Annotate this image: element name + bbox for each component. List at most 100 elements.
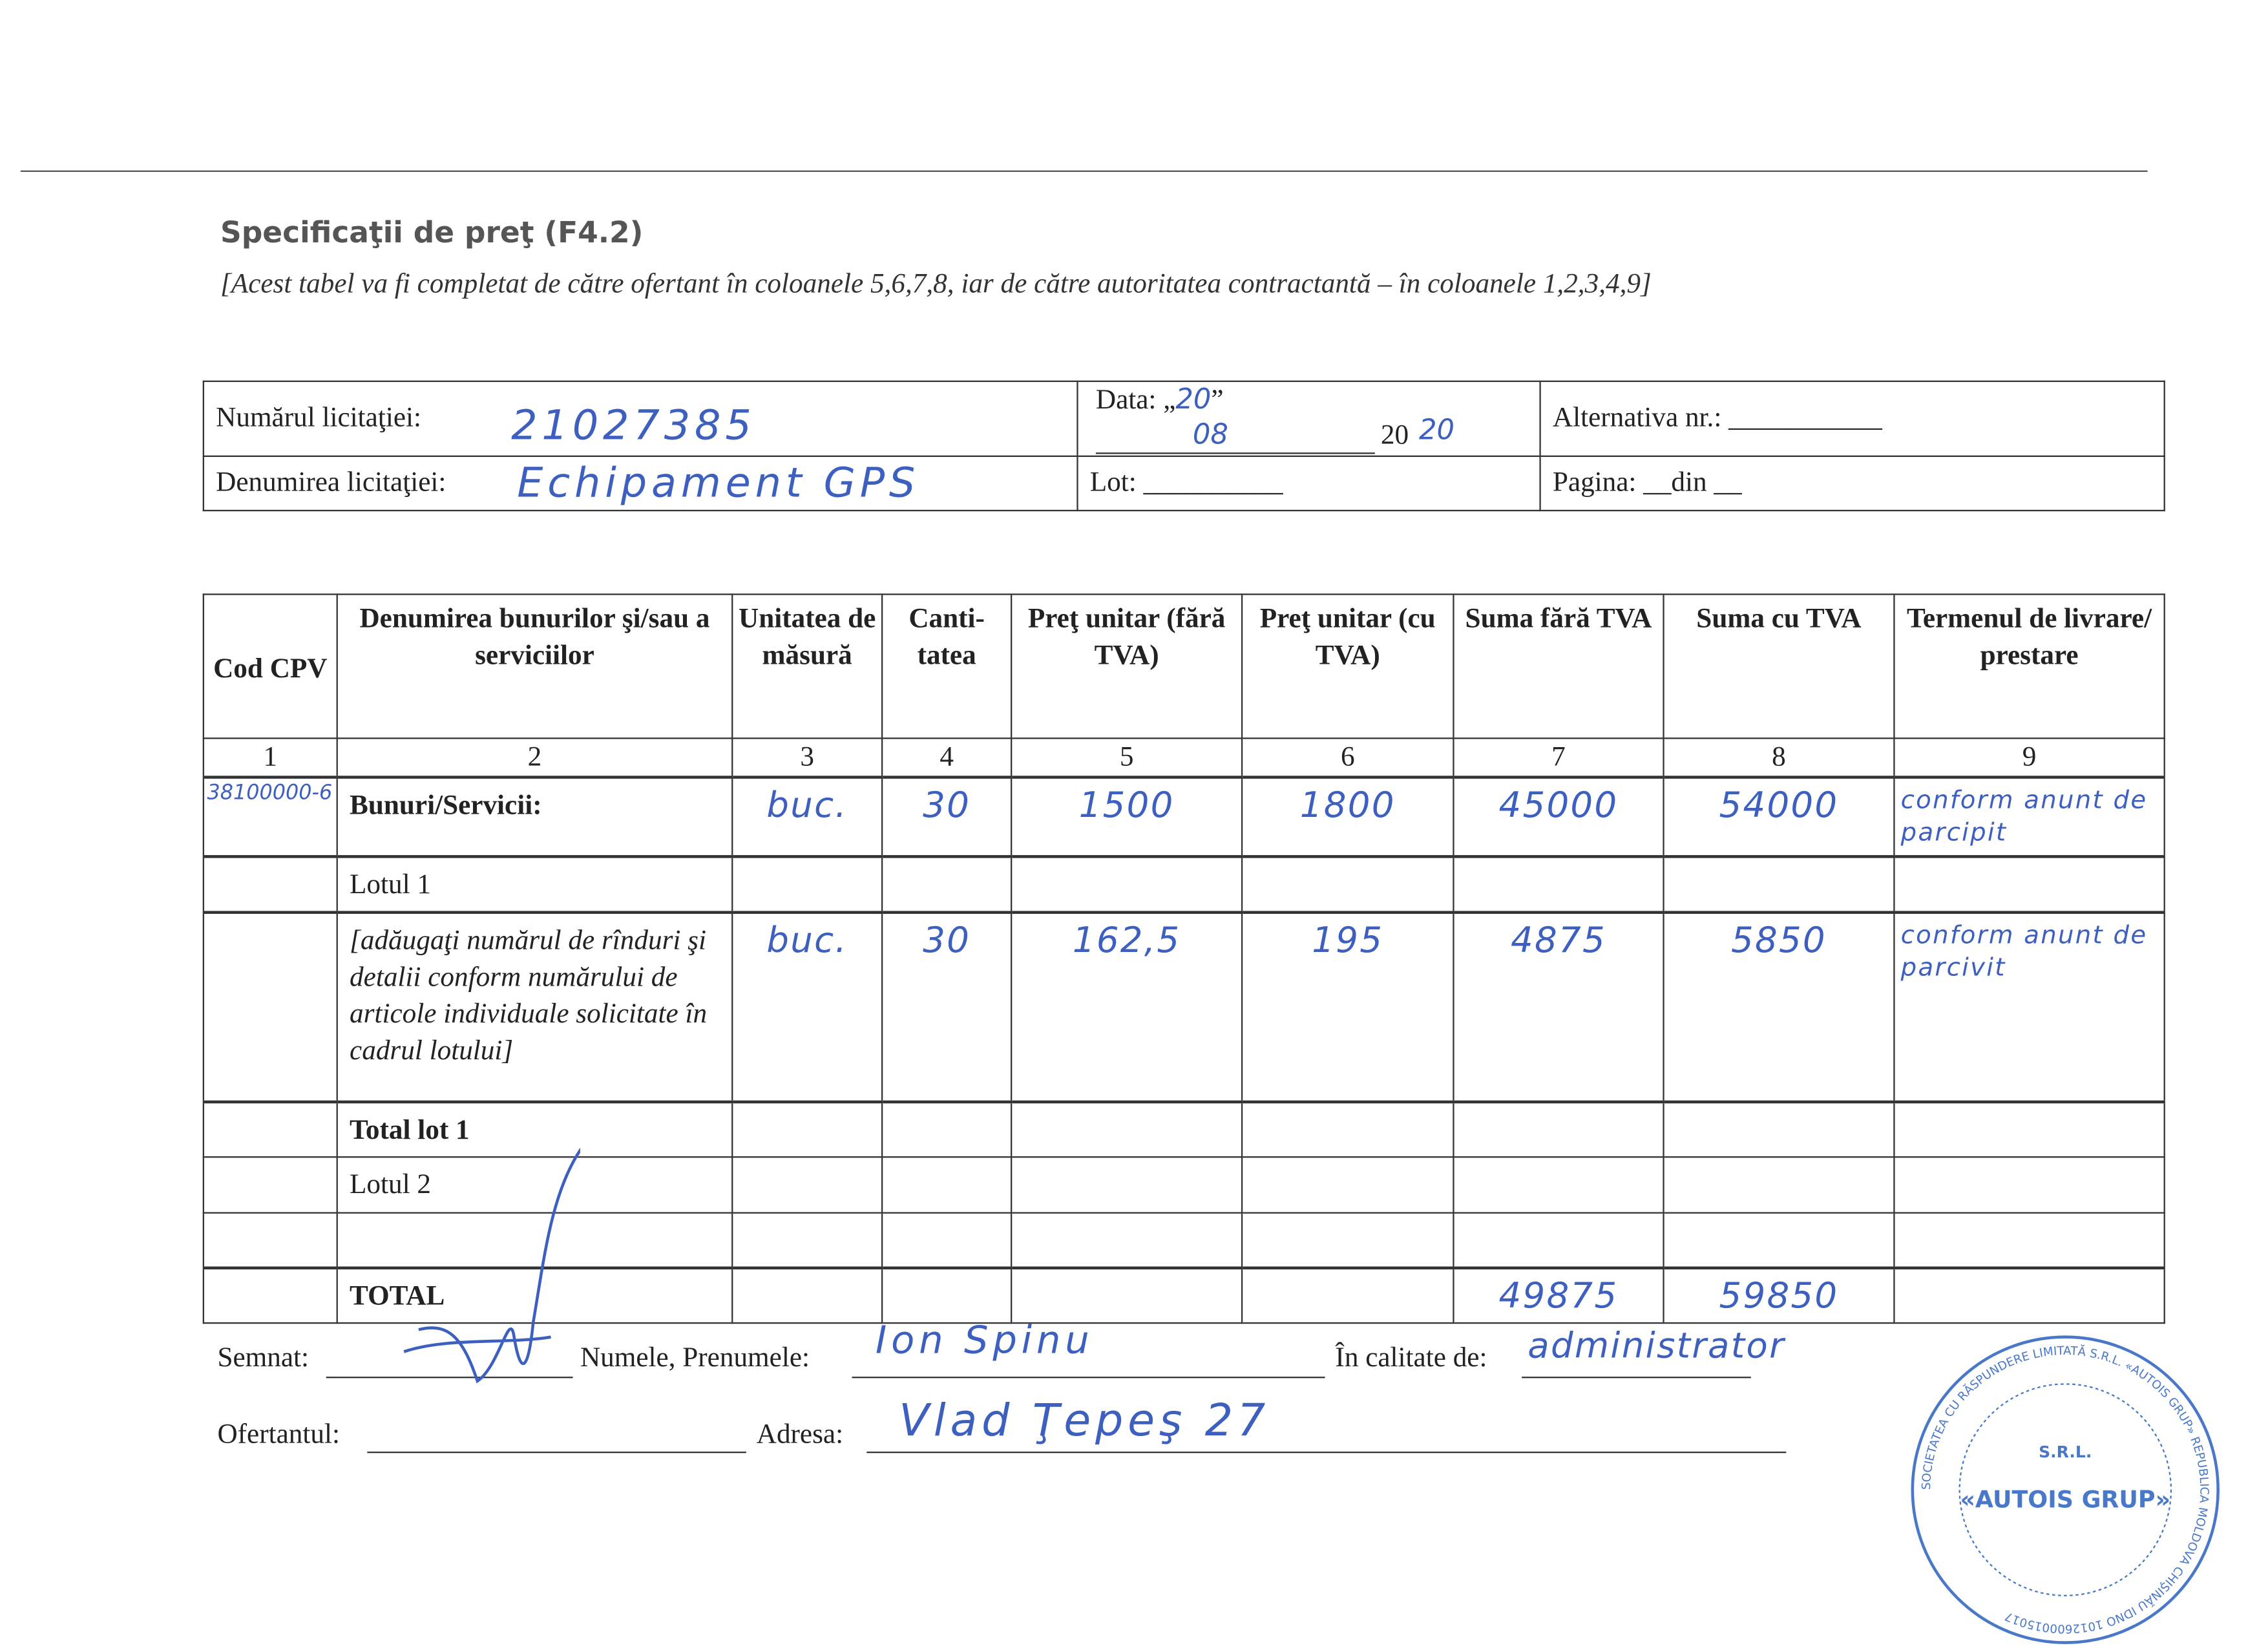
address-label: Adresa: bbox=[756, 1419, 844, 1450]
table-row: [adăugaţi numărul de rînduri şi detalii … bbox=[202, 911, 2165, 1103]
lot-cell: Lot: __________ bbox=[1076, 455, 1541, 512]
cell-price-tva bbox=[1241, 1155, 1454, 1213]
cell-qty: 30 bbox=[881, 911, 1013, 1103]
col-number: 3 bbox=[731, 737, 883, 778]
date-day: 20 bbox=[1175, 383, 1212, 416]
handwritten-price: 162,5 bbox=[1072, 920, 1181, 961]
col-number: 9 bbox=[1893, 737, 2165, 778]
cell-unit bbox=[731, 1100, 883, 1158]
cell-sum: 4875 bbox=[1453, 911, 1664, 1103]
alternative-cell: Alternativa nr.: ___________ bbox=[1539, 380, 2165, 457]
cell-price bbox=[1011, 1211, 1243, 1269]
alternative-label: Alternativa nr.: ___________ bbox=[1552, 402, 1882, 434]
col-number: 5 bbox=[1011, 737, 1243, 778]
page-label: Pagina: __din __ bbox=[1552, 467, 1742, 498]
cell-unit bbox=[731, 1211, 883, 1269]
date-year-prefix: 20 bbox=[1380, 420, 1409, 451]
handwritten-sum-tva: 5850 bbox=[1730, 920, 1827, 961]
address-line bbox=[866, 1452, 1787, 1454]
cell-cpv bbox=[202, 1211, 338, 1269]
price-spec-table: Cod CPV Denumirea bunurilor şi/sau a ser… bbox=[202, 593, 2165, 1324]
cell-sum bbox=[1453, 1155, 1664, 1213]
cell-sum-tva bbox=[1663, 1155, 1895, 1213]
handwritten-cpv: 38100000-6 bbox=[207, 781, 333, 805]
cell-sum bbox=[1453, 1100, 1664, 1158]
handwritten-sum: 45000 bbox=[1498, 784, 1619, 826]
cell-term: conform anunt de parcipit bbox=[1893, 776, 2165, 858]
table-row bbox=[202, 1211, 2165, 1269]
column-headers: Cod CPV Denumirea bunurilor şi/sau a ser… bbox=[202, 593, 2165, 739]
cell-sum-tva bbox=[1663, 1100, 1895, 1158]
cell-name: Total lot 1 bbox=[336, 1100, 733, 1158]
name-label: Numele, Prenumele: bbox=[580, 1342, 810, 1374]
col-header: Preţ unitar (fără TVA) bbox=[1011, 593, 1243, 739]
lot-label: Lot: __________ bbox=[1089, 467, 1283, 498]
tender-number-label: Numărul licitaţiei: bbox=[216, 402, 422, 434]
cell-price-tva bbox=[1241, 1211, 1454, 1269]
handwritten-sum-tva: 59850 bbox=[1719, 1275, 1839, 1317]
col-header: Suma fără TVA bbox=[1453, 593, 1664, 739]
svg-text:«AUTOIS GRUP»: «AUTOIS GRUP» bbox=[1960, 1485, 2170, 1513]
cell-term bbox=[1893, 1266, 2165, 1324]
date-month: 08 bbox=[1192, 418, 1228, 451]
cell-unit bbox=[731, 1155, 883, 1213]
date-month-line bbox=[1095, 452, 1375, 454]
cell-term bbox=[1893, 1211, 2165, 1269]
cell-unit: buc. bbox=[731, 776, 883, 858]
cell-qty bbox=[881, 1266, 1013, 1324]
col-number: 4 bbox=[881, 737, 1013, 778]
col-number: 7 bbox=[1453, 737, 1664, 778]
col-header: Cod CPV bbox=[202, 593, 338, 739]
name-line bbox=[852, 1377, 1325, 1379]
tender-number-cell: Numărul licitaţiei: bbox=[202, 380, 1078, 457]
cell-sum: 45000 bbox=[1453, 776, 1664, 858]
cell-name: Lotul 1 bbox=[336, 855, 733, 913]
cell-price-tva bbox=[1241, 1266, 1454, 1324]
col-number: 6 bbox=[1241, 737, 1454, 778]
handwritten-price: 1500 bbox=[1078, 784, 1175, 826]
cell-cpv bbox=[202, 1100, 338, 1158]
cell-price-tva bbox=[1241, 855, 1454, 913]
cell-price-tva: 1800 bbox=[1241, 776, 1454, 858]
handwritten-term: conform anunt de parcipit bbox=[1900, 786, 2148, 848]
cell-qty bbox=[881, 1155, 1013, 1213]
cell-sum-tva bbox=[1663, 1211, 1895, 1269]
capacity-label: În calitate de: bbox=[1335, 1342, 1487, 1374]
cell-term bbox=[1893, 1100, 2165, 1158]
cell-cpv bbox=[202, 911, 338, 1103]
form-instructions: [Acest tabel va fi completat de către of… bbox=[220, 269, 1652, 300]
col-number: 8 bbox=[1663, 737, 1895, 778]
table-row: TOTAL 49875 59850 bbox=[202, 1266, 2165, 1324]
table-row: Lotul 1 bbox=[202, 855, 2165, 913]
cell-term bbox=[1893, 855, 2165, 913]
cell-qty bbox=[881, 1100, 1013, 1158]
cell-name: Bunuri/Servicii: bbox=[336, 776, 733, 858]
cell-price bbox=[1011, 855, 1243, 913]
tender-name-value: Echipament GPS bbox=[517, 458, 920, 507]
cell-price bbox=[1011, 1266, 1243, 1324]
cell-unit bbox=[731, 855, 883, 913]
handwritten-signature bbox=[403, 1147, 580, 1384]
bidder-line bbox=[367, 1452, 746, 1454]
cell-name bbox=[336, 1211, 733, 1269]
tender-name-label: Denumirea licitaţiei: bbox=[216, 467, 446, 498]
cell-term bbox=[1893, 1155, 2165, 1213]
cell-sum bbox=[1453, 1211, 1664, 1269]
col-header: Canti-tatea bbox=[881, 593, 1013, 739]
cell-price-tva: 195 bbox=[1241, 911, 1454, 1103]
col-number: 1 bbox=[202, 737, 338, 778]
cell-price bbox=[1011, 1155, 1243, 1213]
page-cell: Pagina: __din __ bbox=[1539, 455, 2165, 512]
top-rule bbox=[20, 170, 2148, 172]
cell-price bbox=[1011, 1100, 1243, 1158]
cell-cpv bbox=[202, 1155, 338, 1213]
col-header: Preţ unitar (cu TVA) bbox=[1241, 593, 1454, 739]
handwritten-qty: 30 bbox=[923, 784, 971, 826]
col-header: Unitatea de măsură bbox=[731, 593, 883, 739]
capacity-line bbox=[1522, 1377, 1751, 1379]
capacity-value: administrator bbox=[1528, 1325, 1785, 1367]
handwritten-term: conform anunt de parcivit bbox=[1900, 921, 2148, 983]
cell-unit: buc. bbox=[731, 911, 883, 1103]
handwritten-price-tva: 1800 bbox=[1299, 784, 1396, 826]
cell-qty: 30 bbox=[881, 776, 1013, 858]
